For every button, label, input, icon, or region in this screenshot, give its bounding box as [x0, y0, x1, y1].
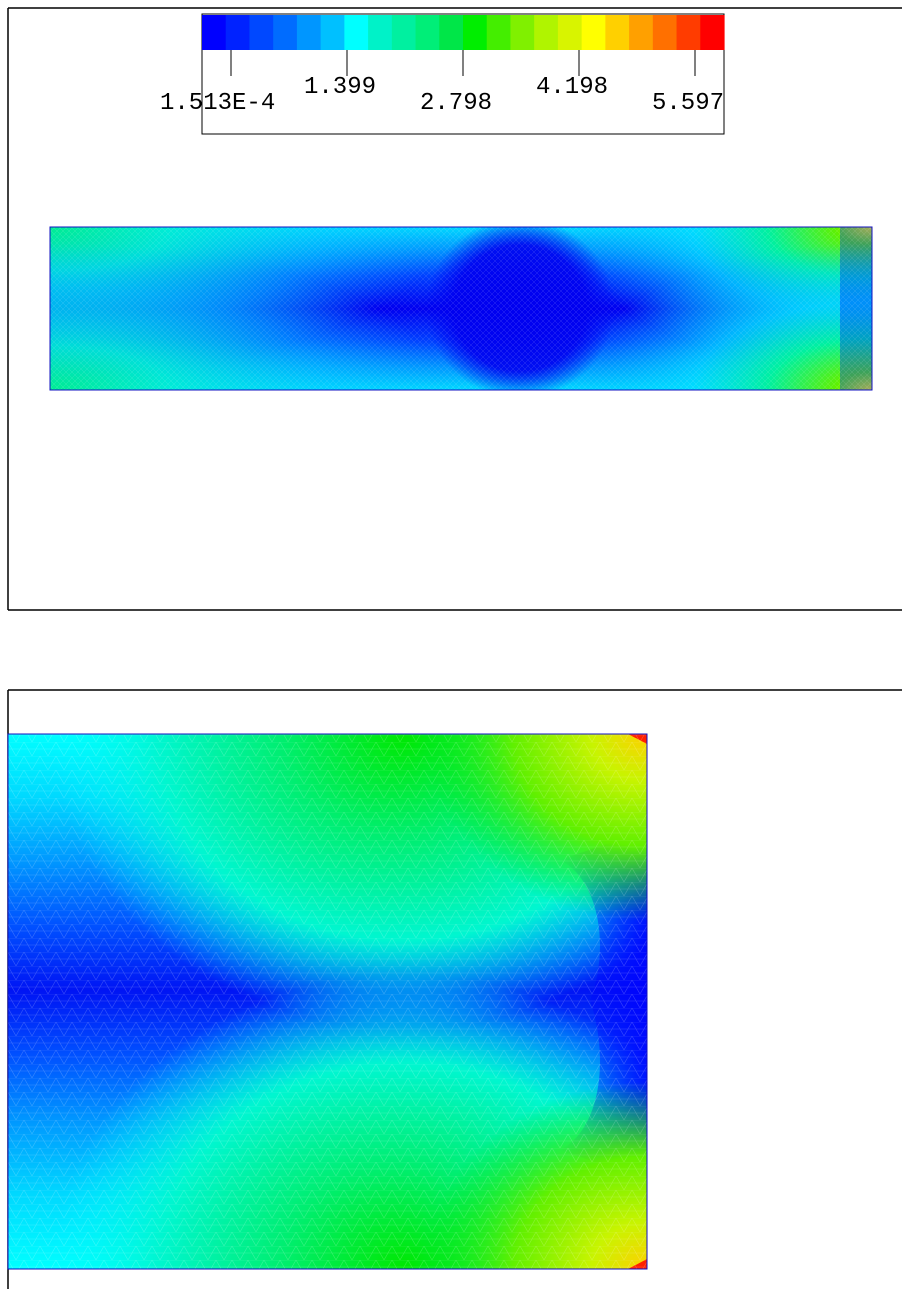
legend-swatch — [534, 15, 559, 50]
legend-swatch — [581, 15, 606, 50]
color-legend: 1.513E-4 1.399 2.798 4.198 5.597 — [160, 13, 725, 135]
legend-swatch — [344, 15, 369, 50]
legend-ticks — [230, 50, 696, 76]
legend-label-min: 1.513E-4 — [160, 90, 275, 117]
legend-swatch — [249, 15, 274, 50]
full-domain-contour — [49, 226, 873, 391]
legend-label-2: 1.399 — [304, 74, 376, 101]
legend-label-3: 2.798 — [420, 90, 492, 117]
legend-swatch — [463, 15, 488, 50]
legend-swatch — [320, 15, 345, 50]
legend-swatch — [368, 15, 393, 50]
legend-swatch — [415, 15, 440, 50]
legend-swatch — [700, 15, 725, 50]
zoomed-contour — [7, 733, 648, 1270]
legend-swatch — [557, 15, 583, 50]
legend-swatch — [629, 15, 654, 50]
legend-swatch — [225, 15, 251, 50]
upper-frame — [7, 7, 902, 611]
legend-swatch — [391, 15, 417, 50]
legend-swatch — [605, 15, 630, 50]
legend-swatch — [296, 15, 322, 50]
legend-swatch — [676, 15, 701, 50]
legend-label-max: 5.597 — [652, 90, 724, 117]
legend-swatch — [439, 15, 464, 50]
legend-color-bar — [202, 15, 725, 50]
legend-label-4: 4.198 — [536, 74, 608, 101]
legend-swatch — [273, 15, 298, 50]
legend-swatch — [510, 15, 535, 50]
legend-swatch — [202, 15, 227, 50]
legend-swatch — [652, 15, 678, 50]
legend-swatch — [486, 15, 512, 50]
